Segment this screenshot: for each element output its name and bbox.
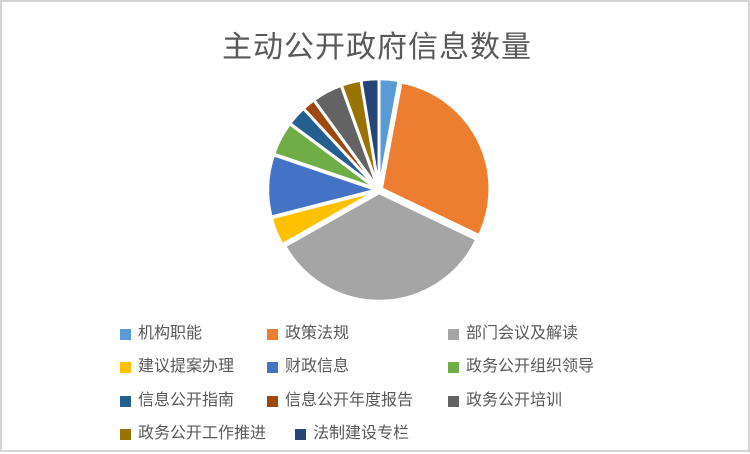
- pie-slice-3: [270, 189, 378, 246]
- legend-item-3: 建议提案办理: [120, 358, 234, 376]
- legend-item-2: 部门会议及解读: [448, 325, 578, 343]
- legend-item-6: 信息公开指南: [120, 392, 234, 410]
- legend-item-10: 法制建设专栏: [295, 425, 409, 443]
- legend-item-0: 机构职能: [120, 325, 202, 343]
- pie-slice-2: [283, 191, 478, 303]
- pie-slice-1: [380, 81, 491, 237]
- pie-slice-10: [359, 77, 381, 189]
- legend-label: 财政信息: [285, 358, 350, 375]
- legend-item-5: 政务公开组织领导: [448, 358, 594, 376]
- legend-color-swatch: [295, 428, 306, 440]
- legend-color-swatch: [267, 328, 278, 340]
- legend-color-swatch: [448, 328, 459, 340]
- legend-label: 建议提案办理: [138, 358, 235, 375]
- legend-label: 信息公开指南: [138, 392, 235, 409]
- legend-color-swatch: [120, 361, 131, 373]
- pie-plot-area: [266, 77, 491, 303]
- legend-label: 政务公开组织领导: [466, 358, 595, 375]
- legend-color-swatch: [448, 395, 459, 407]
- legend-label: 政策法规: [285, 325, 350, 342]
- chart-title: 主动公开政府信息数量: [222, 31, 532, 64]
- legend-color-swatch: [120, 428, 131, 440]
- legend-label: 政务公开工作推进: [138, 425, 267, 442]
- legend-color-swatch: [267, 395, 278, 407]
- pie-slice-4: [266, 153, 378, 218]
- legend-color-swatch: [448, 361, 459, 373]
- legend-label: 机构职能: [138, 325, 203, 342]
- legend-item-9: 政务公开工作推进: [120, 425, 266, 443]
- legend-label: 法制建设专栏: [313, 425, 410, 442]
- legend-item-4: 财政信息: [267, 358, 349, 376]
- legend-color-swatch: [267, 361, 278, 373]
- legend-item-7: 信息公开年度报告: [267, 392, 413, 410]
- legend-color-swatch: [120, 395, 131, 407]
- legend-label: 部门会议及解读: [466, 325, 579, 342]
- legend-item-1: 政策法规: [267, 325, 349, 343]
- legend-label: 政务公开培训: [466, 392, 563, 409]
- legend-color-swatch: [120, 328, 131, 340]
- legend-label: 信息公开年度报告: [285, 392, 414, 409]
- legend-item-8: 政务公开培训: [448, 392, 562, 410]
